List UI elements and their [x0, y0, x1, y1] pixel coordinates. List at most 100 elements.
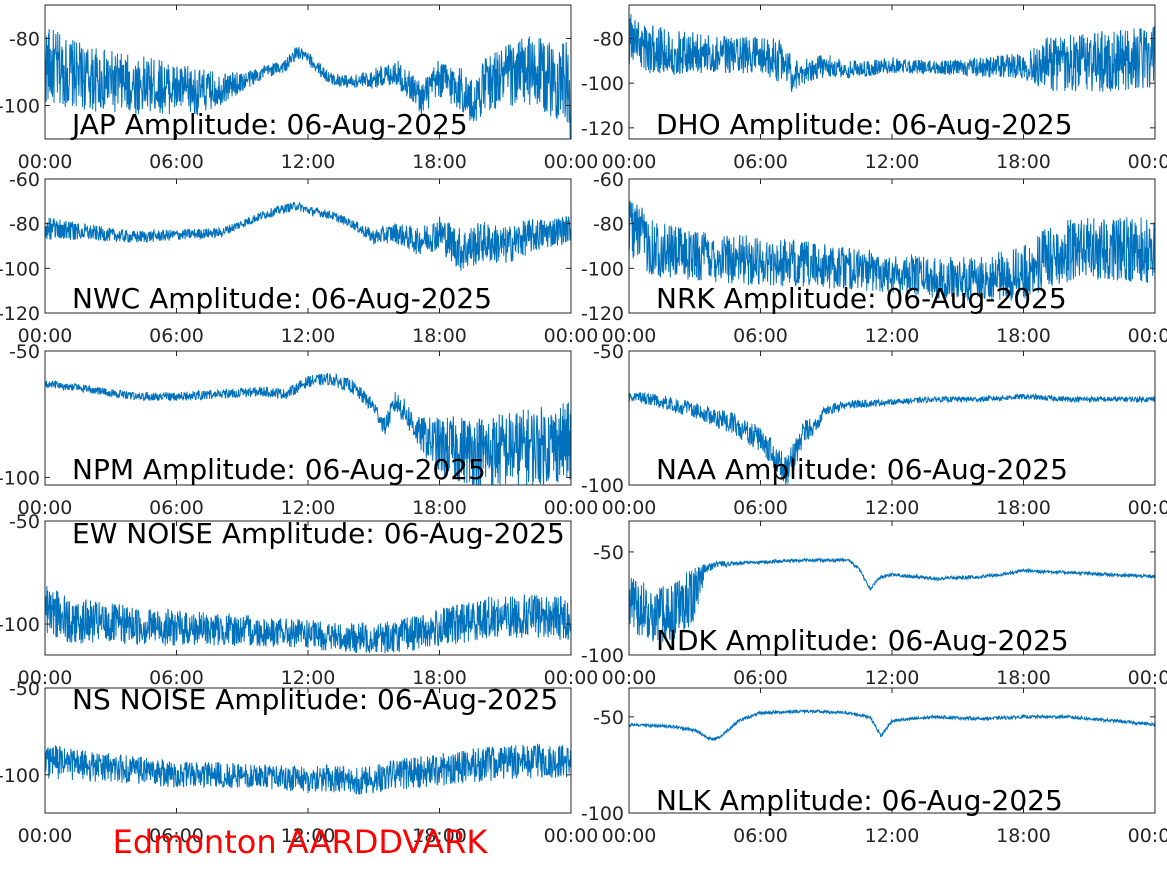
x-tick-label: 00:00 — [602, 497, 657, 519]
x-tick-label: 18:00 — [996, 151, 1051, 173]
x-tick-label: 12:00 — [281, 667, 336, 689]
y-tick-label: -60 — [593, 169, 624, 191]
y-tick-label: -50 — [593, 542, 624, 564]
chart-title: JAP Amplitude: 06-Aug-2025 — [70, 108, 468, 141]
chart-title: NDK Amplitude: 06-Aug-2025 — [656, 624, 1069, 657]
chart-panel: 00:00 06:00 12:00 18:00 00:00 -60 -80 -100 -120 N… — [581, 169, 1167, 347]
x-tick-label: 18:00 — [412, 667, 467, 689]
chart-panel: 00:00 06:00 12:00 18:00 00:00 -60 -80 -100 -120 N… — [0, 169, 598, 347]
y-tick-label: -100 — [581, 475, 624, 497]
chart-panel: 00:00 06:00 12:00 18:00 00:00 -50 -100 NS NOISE… — [0, 678, 598, 847]
y-tick-label: -100 — [581, 803, 624, 825]
series-line — [45, 201, 571, 271]
x-tick-label: 00:00 — [1128, 497, 1167, 519]
x-tick-label: 12:00 — [865, 497, 920, 519]
y-tick-label: -50 — [593, 707, 624, 729]
chart-panel: 00:00 06:00 12:00 18:00 00:00 -50 -100 NPM Ampl… — [0, 341, 598, 519]
y-tick-label: -80 — [9, 214, 40, 236]
x-tick-label: 00:00 — [602, 151, 657, 173]
x-tick-label: 12:00 — [865, 325, 920, 347]
y-tick-label: -50 — [9, 511, 40, 533]
x-tick-label: 06:00 — [733, 151, 788, 173]
series-line — [45, 29, 571, 139]
y-tick-label: -80 — [593, 29, 624, 51]
y-tick-label: -50 — [593, 341, 624, 363]
y-tick-label: -60 — [9, 169, 40, 191]
x-tick-label: 18:00 — [996, 497, 1051, 519]
series-line — [629, 708, 1155, 742]
y-tick-label: -120 — [581, 303, 624, 325]
x-tick-label: 00:00 — [1128, 151, 1167, 173]
y-tick-label: -100 — [581, 645, 624, 667]
y-tick-label: -100 — [0, 614, 40, 636]
x-tick-label: 00:00 — [544, 325, 599, 347]
x-tick-label: 00:00 — [18, 497, 73, 519]
x-tick-label: 18:00 — [412, 497, 467, 519]
x-tick-label: 12:00 — [865, 151, 920, 173]
x-tick-label: 06:00 — [733, 825, 788, 847]
x-tick-label: 06:00 — [149, 151, 204, 173]
x-tick-label: 18:00 — [996, 325, 1051, 347]
y-tick-label: -80 — [9, 29, 40, 51]
x-tick-label: 00:00 — [1128, 667, 1167, 689]
x-tick-label: 00:00 — [1128, 825, 1167, 847]
x-tick-label: 06:00 — [149, 825, 204, 847]
x-tick-label: 06:00 — [733, 325, 788, 347]
chart-panel: 00:00 06:00 12:00 18:00 00:00 -50 -100 EW NOISE… — [0, 511, 598, 689]
x-tick-label: 18:00 — [412, 151, 467, 173]
x-tick-label: 00:00 — [1128, 325, 1167, 347]
series-line — [629, 391, 1155, 485]
chart-title: NPM Amplitude: 06-Aug-2025 — [72, 453, 486, 486]
chart-panel: 00:00 06:00 12:00 18:00 00:00 -50 -100 NDK Ampl… — [581, 520, 1167, 689]
y-tick-label: -100 — [581, 73, 624, 95]
chart-panel: 00:00 06:00 12:00 18:00 00:00 -50 -100 NAA Ampl… — [581, 341, 1167, 519]
y-tick-label: -50 — [9, 341, 40, 363]
x-tick-label: 00:00 — [18, 151, 73, 173]
x-tick-label: 00:00 — [544, 151, 599, 173]
x-tick-label: 00:00 — [602, 667, 657, 689]
chart-panel: 00:00 06:00 12:00 18:00 00:00 -50 -100 NLK Ampl… — [581, 687, 1167, 847]
series-line — [45, 743, 571, 796]
x-tick-label: 18:00 — [412, 825, 467, 847]
y-tick-label: -120 — [581, 118, 624, 140]
x-tick-label: 18:00 — [412, 325, 467, 347]
x-tick-label: 18:00 — [996, 667, 1051, 689]
x-tick-label: 00:00 — [544, 667, 599, 689]
x-tick-label: 00:00 — [18, 667, 73, 689]
y-tick-label: -100 — [0, 765, 40, 787]
chart-title: NWC Amplitude: 06-Aug-2025 — [72, 282, 492, 315]
x-tick-label: 12:00 — [281, 325, 336, 347]
x-tick-label: 12:00 — [281, 497, 336, 519]
x-tick-label: 12:00 — [281, 151, 336, 173]
series-line — [629, 200, 1155, 302]
y-tick-label: -120 — [0, 303, 40, 325]
y-tick-label: -100 — [0, 96, 40, 118]
chart-title: DHO Amplitude: 06-Aug-2025 — [656, 108, 1073, 141]
chart-title: NS NOISE Amplitude: 06-Aug-2025 — [72, 683, 558, 716]
x-tick-label: 00:00 — [18, 825, 73, 847]
chart-panel: 00:00 06:00 12:00 18:00 00:00 -80 -100 -120 DHO … — [581, 4, 1167, 173]
x-tick-label: 12:00 — [865, 667, 920, 689]
x-tick-label: 12:00 — [865, 825, 920, 847]
footer-title: Edmonton AARDDVARK — [113, 823, 489, 861]
y-tick-label: -50 — [9, 678, 40, 700]
y-tick-label: -100 — [0, 258, 40, 280]
chart-title: NLK Amplitude: 06-Aug-2025 — [656, 784, 1063, 817]
series-line — [45, 372, 571, 485]
x-tick-label: 00:00 — [544, 825, 599, 847]
y-tick-label: -100 — [0, 467, 40, 489]
chart-title: NRK Amplitude: 06-Aug-2025 — [656, 282, 1067, 315]
x-tick-label: 00:00 — [18, 325, 73, 347]
x-tick-label: 06:00 — [149, 667, 204, 689]
x-tick-label: 00:00 — [602, 325, 657, 347]
x-tick-label: 18:00 — [996, 825, 1051, 847]
y-tick-label: -80 — [593, 214, 624, 236]
x-tick-label: 00:00 — [602, 825, 657, 847]
x-tick-label: 00:00 — [544, 497, 599, 519]
y-tick-label: -100 — [581, 258, 624, 280]
chart-panel: 00:00 06:00 12:00 18:00 00:00 -80 -100 JAP Ampl… — [0, 4, 599, 173]
chart-title: EW NOISE Amplitude: 06-Aug-2025 — [72, 517, 565, 550]
series-line — [45, 586, 571, 654]
x-tick-label: 06:00 — [733, 497, 788, 519]
